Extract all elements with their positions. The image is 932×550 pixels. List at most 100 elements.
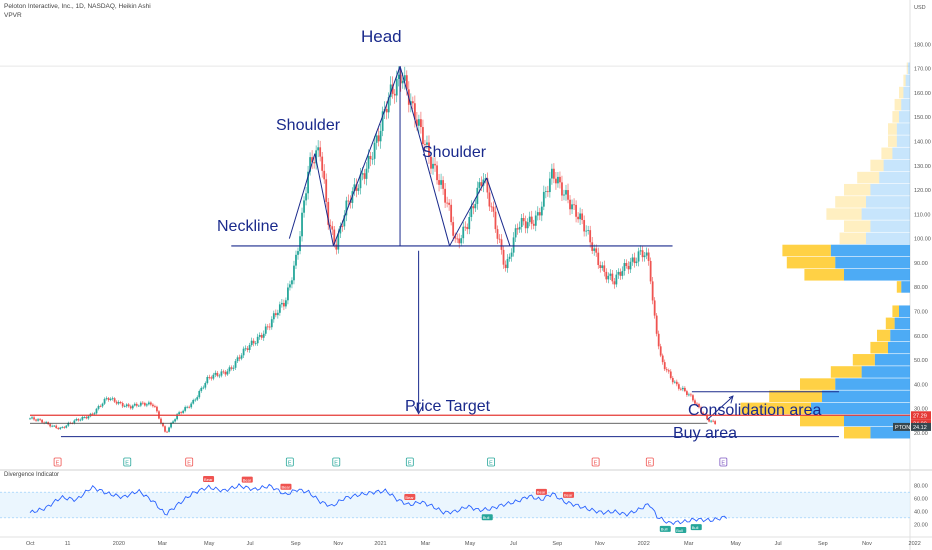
candle-body bbox=[119, 402, 122, 403]
earnings-marker[interactable] bbox=[719, 457, 728, 467]
candle-body bbox=[393, 93, 396, 96]
candle-body bbox=[563, 194, 565, 196]
candle-body bbox=[681, 387, 684, 390]
candle-body bbox=[659, 346, 662, 356]
candle-body bbox=[373, 142, 376, 159]
candle-body bbox=[389, 84, 392, 98]
earnings-marker-label: E bbox=[288, 461, 292, 467]
candle-body bbox=[234, 361, 237, 368]
price-badge bbox=[911, 411, 931, 420]
candle-body bbox=[613, 281, 616, 285]
candle-body bbox=[617, 271, 620, 275]
vpvr-bar-up bbox=[905, 74, 910, 87]
bear-signal-marker bbox=[404, 494, 416, 500]
earnings-marker[interactable] bbox=[591, 457, 600, 467]
earnings-marker[interactable] bbox=[185, 457, 194, 467]
x-tick-label: Jul bbox=[510, 541, 517, 547]
candle-body bbox=[139, 402, 142, 406]
bear-signal-marker bbox=[563, 491, 575, 498]
candle-body bbox=[478, 182, 481, 188]
vpvr-bar-up bbox=[883, 159, 910, 172]
x-tick-label: 2021 bbox=[374, 541, 386, 547]
candle-body bbox=[186, 406, 189, 408]
candle-body bbox=[440, 180, 442, 185]
candle-body bbox=[490, 206, 493, 208]
earnings-marker[interactable] bbox=[487, 457, 496, 467]
y-tick-label: 140.00 bbox=[914, 139, 931, 145]
x-tick-label: Nov bbox=[595, 541, 605, 547]
candle-body bbox=[204, 383, 207, 388]
candle-body bbox=[160, 418, 162, 424]
candle-body bbox=[458, 238, 461, 244]
candle-body bbox=[313, 162, 316, 164]
earnings-marker[interactable] bbox=[285, 457, 294, 467]
vpvr-bar-up bbox=[896, 123, 910, 135]
candle-body bbox=[472, 206, 475, 209]
candle-body bbox=[426, 142, 428, 145]
vpvr-bar-up bbox=[870, 426, 910, 439]
candle-body bbox=[85, 417, 88, 419]
candle-body bbox=[712, 420, 714, 422]
candle-body bbox=[262, 333, 265, 338]
candle-body bbox=[579, 213, 582, 220]
earnings-marker[interactable] bbox=[405, 457, 414, 467]
earnings-marker[interactable] bbox=[123, 457, 132, 467]
candle-body bbox=[484, 178, 487, 180]
candle-body bbox=[252, 340, 255, 344]
candle-body bbox=[258, 335, 261, 337]
candle-body bbox=[480, 182, 483, 186]
candle-body bbox=[405, 75, 408, 90]
candle-body bbox=[329, 224, 332, 227]
vpvr-bar-up bbox=[888, 341, 910, 354]
candle-body bbox=[287, 287, 289, 301]
candle-body bbox=[79, 419, 82, 421]
x-tick-label: May bbox=[204, 541, 215, 547]
candle-body bbox=[226, 371, 229, 375]
vpvr-bar-down bbox=[892, 305, 899, 317]
candle-body bbox=[498, 238, 501, 240]
candle-body bbox=[331, 226, 334, 230]
candle-body bbox=[248, 345, 251, 350]
vpvr-bar-down bbox=[870, 341, 888, 354]
earnings-marker[interactable] bbox=[332, 457, 341, 467]
candle-body bbox=[595, 248, 598, 253]
candle-body bbox=[57, 428, 60, 429]
candle-body bbox=[297, 251, 299, 255]
y-tick-label: 130.00 bbox=[914, 164, 931, 170]
candle-body bbox=[609, 273, 612, 276]
x-tick-label: Sep bbox=[291, 541, 301, 547]
vpvr-bar-up bbox=[879, 171, 910, 184]
candle-body bbox=[198, 390, 201, 398]
earnings-marker[interactable] bbox=[53, 457, 62, 467]
bear-signal-marker bbox=[280, 483, 292, 490]
candle-body bbox=[686, 391, 688, 395]
candle-body bbox=[101, 403, 104, 407]
candle-body bbox=[282, 302, 285, 307]
bull-signal-label: Bull bbox=[661, 527, 668, 532]
candle-body bbox=[345, 200, 348, 216]
candle-body bbox=[683, 387, 686, 392]
candle-body bbox=[510, 252, 513, 257]
candle-body bbox=[488, 192, 491, 207]
candle-body bbox=[133, 403, 136, 406]
candle-body bbox=[387, 97, 390, 113]
candle-body bbox=[309, 157, 311, 172]
candle-body bbox=[466, 226, 469, 230]
candle-body bbox=[103, 398, 106, 404]
vpvr-bar-up bbox=[892, 147, 910, 160]
earnings-marker[interactable] bbox=[645, 457, 654, 467]
candle-body bbox=[164, 426, 166, 432]
candle-body bbox=[536, 212, 539, 216]
candle-body bbox=[377, 135, 380, 142]
vpvr-bar-down bbox=[870, 159, 884, 172]
candle-body bbox=[577, 216, 579, 220]
candle-body bbox=[500, 239, 503, 250]
candle-body bbox=[538, 212, 541, 216]
vpvr-bar-up bbox=[861, 208, 910, 220]
candle-body bbox=[655, 315, 658, 334]
candle-body bbox=[623, 262, 626, 271]
candle-body bbox=[361, 173, 364, 175]
vpvr-bar-up bbox=[903, 86, 910, 99]
candle-body bbox=[81, 417, 84, 420]
